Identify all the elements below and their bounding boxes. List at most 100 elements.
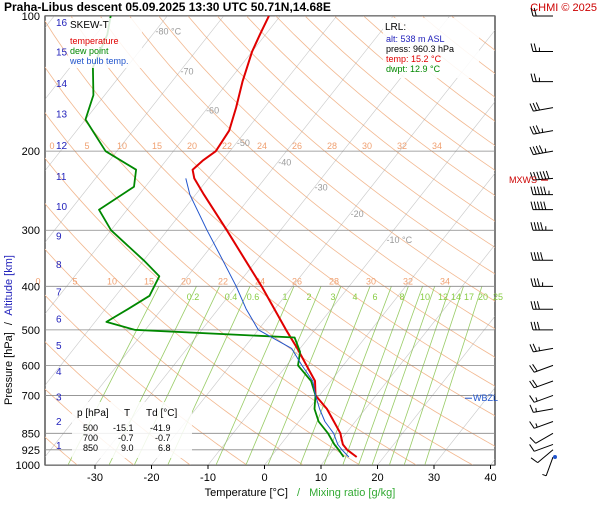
plot-frame — [45, 16, 495, 465]
pressure-tick-label: 200 — [22, 146, 40, 158]
plot-area — [45, 16, 495, 465]
level-table: p [hPa] T Td [°C] 500 -15.1 -41.9 700 -0… — [72, 402, 192, 458]
altitude-tick-label: 1 — [56, 441, 62, 452]
wind-barb-flag — [537, 278, 539, 286]
adiabat-label: 28 — [327, 141, 337, 151]
wind-barb — [531, 202, 553, 210]
wind-barb — [531, 187, 553, 195]
altitude-tick-label: 14 — [56, 79, 68, 90]
adiabat-label: 32 — [397, 141, 407, 151]
adiabat-label: 0 — [49, 141, 54, 151]
adiabat-label: 30 — [362, 141, 372, 151]
isotherm-label: -10 °C — [387, 235, 413, 245]
mixing-ratio-label: 12 — [438, 292, 448, 302]
isotherm-line — [547, 16, 600, 465]
isotherm-label: -70 — [180, 67, 193, 77]
table-cell: -41.9 — [150, 423, 171, 433]
wind-barb-flag — [539, 145, 542, 153]
wind-barb-stem — [538, 450, 553, 463]
xlabel-temp: Temperature [°C] — [205, 487, 288, 499]
wind-barb-flag — [534, 202, 536, 210]
mixing-ratio-label: 17 — [464, 292, 474, 302]
wind-barb — [531, 301, 553, 309]
wind-barb-flag — [531, 202, 533, 210]
wind-barb — [530, 395, 553, 402]
wind-barb-flag — [530, 127, 533, 135]
wind-barb-half-flag — [536, 397, 537, 401]
pressure-tick-label: 1000 — [16, 460, 40, 472]
wind-barb-flag — [534, 252, 536, 260]
mixing-ratio-label: 0.6 — [247, 292, 260, 302]
mixing-ratio-label: 8 — [399, 292, 404, 302]
wind-barb-flag — [533, 344, 536, 352]
lrl-title: LRL: — [385, 22, 406, 33]
table-cell: 500 — [83, 423, 98, 433]
wind-barbs — [530, 8, 557, 476]
pressure-tick-label: 850 — [22, 428, 40, 440]
altitude-tick-label: 12 — [56, 141, 68, 152]
wind-barb-flag — [543, 171, 546, 179]
adiabat-label: 15 — [144, 276, 154, 286]
wind-barb — [531, 44, 553, 52]
altitude-tick-label: 11 — [56, 172, 67, 183]
isotherm-label: -20 — [351, 209, 364, 219]
wind-barb-half-flag — [536, 423, 537, 427]
table-cell: 700 — [83, 433, 98, 443]
legend-title: SKEW-T — [70, 20, 109, 31]
wind-barb-flag — [530, 395, 535, 402]
mixing-ratio-label: 1 — [282, 292, 287, 302]
wind-barb-half-flag — [545, 148, 546, 152]
wind-barb-half-flag — [539, 347, 540, 351]
temperature-tick-label: 40 — [484, 472, 496, 484]
wind-barb — [530, 444, 553, 451]
wind-barb-flag — [531, 458, 538, 463]
pressure-tick-label: 925 — [22, 445, 40, 457]
wind-barb-flag — [537, 187, 539, 195]
altitude-tick-label: 7 — [56, 288, 62, 299]
altitude-tick-label: 3 — [56, 392, 62, 403]
wind-barb — [530, 380, 553, 388]
mixing-ratio-label: 6 — [372, 292, 377, 302]
altitude-tick-label: 8 — [56, 260, 62, 271]
wind-barb-flag — [544, 202, 546, 210]
wind-barb-flag — [534, 301, 536, 309]
station-title: Praha-Libus descent 05.09.2025 13:30 UTC… — [4, 0, 331, 14]
wind-barb — [531, 278, 553, 286]
table-cell: 850 — [83, 443, 98, 453]
xlabel-sep: / — [297, 487, 301, 499]
adiabat-label: 15 — [152, 141, 162, 151]
wind-barb-flag — [531, 252, 533, 260]
wind-barb-flag — [541, 222, 543, 230]
pressure-tick-label: 500 — [22, 325, 40, 337]
wind-barb-flag — [531, 187, 533, 195]
wind-barb-flag — [534, 322, 536, 330]
altitude-tick-label: 10 — [56, 202, 68, 213]
wind-barb-stem — [534, 421, 553, 428]
wind-barb-flag — [531, 301, 533, 309]
surface-wind-dot — [553, 455, 557, 459]
lrl-alt: alt: 538 m ASL — [386, 34, 445, 44]
wind-barb-flag — [530, 444, 535, 451]
wind-barb-flag — [534, 44, 536, 52]
temperature-tick-label: 10 — [315, 472, 327, 484]
ylabel-altitude: Altitude [km] — [3, 255, 15, 316]
adiabat-label: 34 — [432, 141, 442, 151]
wind-barb — [531, 252, 553, 260]
y-axis-title: Pressure [hPa] / Altitude [km] — [3, 255, 15, 405]
wind-barb-flag — [533, 126, 536, 134]
wind-barb-flag — [534, 187, 536, 195]
adiabat-label: 30 — [366, 276, 376, 286]
wind-barb-flag — [533, 103, 536, 111]
marker-mxws: MXWS — [509, 175, 537, 185]
wind-barb-flag — [544, 187, 546, 195]
legend-dew-point: dew point — [70, 46, 109, 56]
wind-barb — [530, 125, 553, 134]
adiabat-label: 10 — [107, 276, 117, 286]
mixing-ratio-label: 20 — [478, 292, 488, 302]
wind-barb-flag — [533, 147, 536, 155]
wind-barb-flag — [536, 125, 539, 133]
lrl-dwpt: dwpt: 12.9 °C — [386, 64, 441, 74]
mixing-ratio-label: 10 — [420, 292, 430, 302]
wind-barb-flag — [540, 172, 543, 180]
